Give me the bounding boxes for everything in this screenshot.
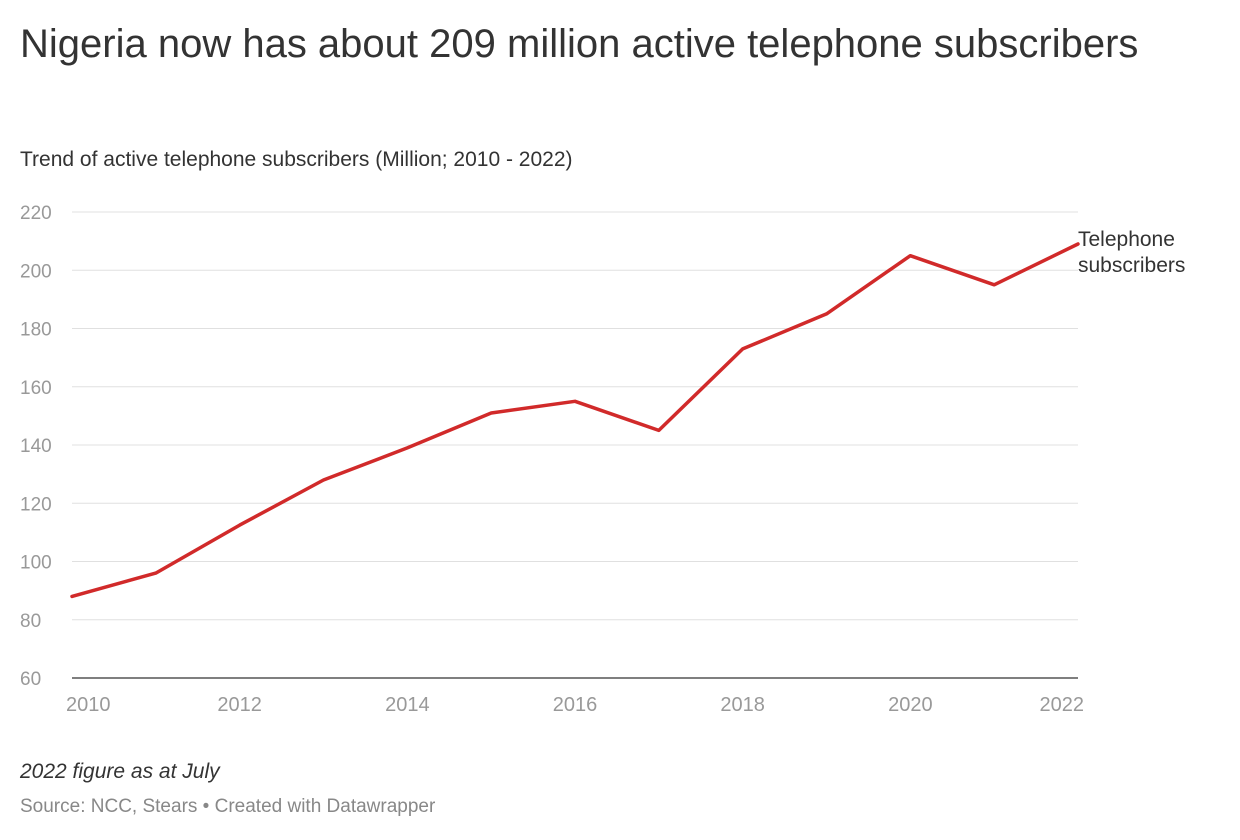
y-axis-ticks: 60 80 100 120 140 160 180 200 220 [20, 203, 52, 690]
y-tick-label: 140 [20, 436, 52, 457]
x-tick-label: 2014 [385, 694, 430, 716]
chart-source: Source: NCC, Stears • Created with Dataw… [20, 796, 436, 817]
data-point [489, 411, 493, 415]
data-point [825, 312, 829, 316]
data-point [908, 254, 912, 258]
data-point [741, 347, 745, 351]
data-point [573, 399, 577, 403]
x-tick-label: 2016 [553, 694, 598, 716]
y-tick-label: 200 [20, 261, 52, 282]
x-tick-label: 2010 [66, 694, 111, 716]
data-point [70, 594, 74, 598]
series-labels: Telephone subscribers [1078, 228, 1185, 277]
y-tick-label: 220 [20, 203, 52, 224]
x-tick-label: 2012 [217, 694, 262, 716]
y-tick-label: 80 [20, 611, 41, 632]
data-point [657, 428, 661, 432]
series-line [70, 242, 1080, 599]
data-point [405, 446, 409, 450]
x-axis-ticks: 2010 2012 2014 2016 2018 2020 2022 [66, 694, 1084, 716]
x-tick-label: 2018 [720, 694, 765, 716]
data-point [992, 283, 996, 287]
chart-subtitle: Trend of active telephone subscribers (M… [20, 148, 573, 171]
y-tick-label: 120 [20, 494, 52, 515]
series-label: Telephone [1078, 228, 1175, 251]
data-point [322, 478, 326, 482]
chart-notes: 2022 figure as at July [20, 760, 220, 783]
series-label: subscribers [1078, 254, 1185, 277]
x-tick-label: 2020 [888, 694, 933, 716]
y-tick-label: 180 [20, 320, 52, 341]
chart-title: Nigeria now has about 209 million active… [20, 22, 1139, 66]
grid-layer [72, 211, 1078, 679]
y-tick-label: 60 [20, 669, 41, 690]
series-layer [70, 242, 1080, 599]
data-point [238, 523, 242, 527]
y-tick-label: 100 [20, 553, 52, 574]
data-point [154, 571, 158, 575]
y-tick-label: 160 [20, 378, 52, 399]
x-tick-label: 2022 [1040, 694, 1085, 716]
